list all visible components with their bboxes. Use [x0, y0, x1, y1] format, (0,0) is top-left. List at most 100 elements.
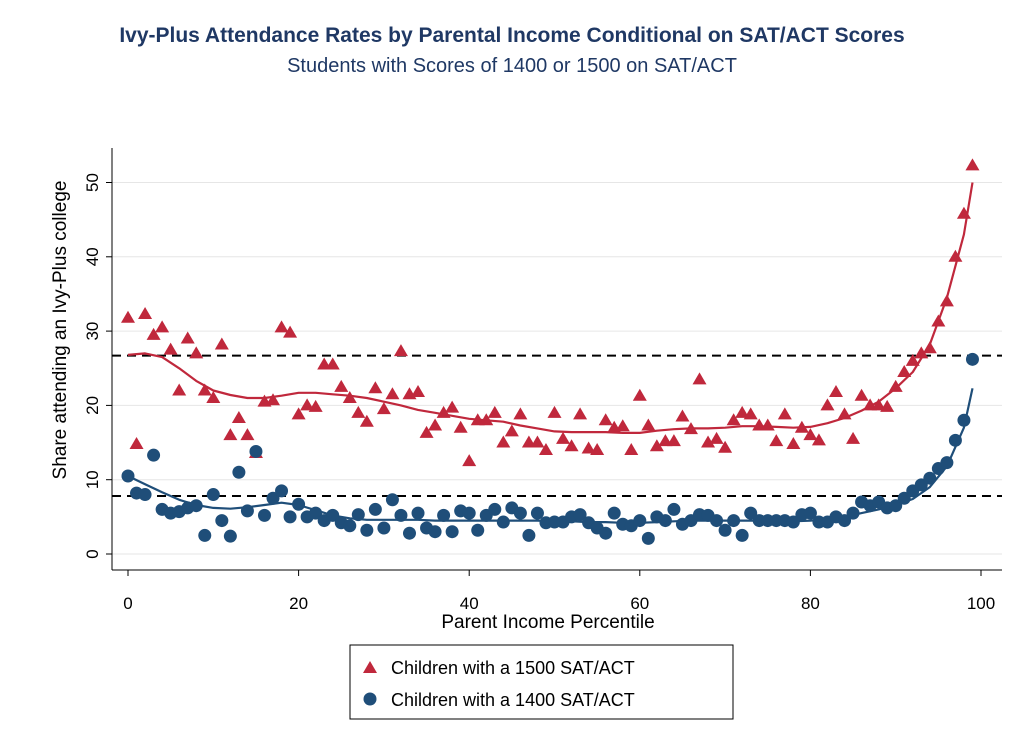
point-1400 [351, 508, 365, 522]
point-1500 [393, 344, 408, 357]
point-1500 [649, 439, 664, 452]
reference-lines [112, 354, 1002, 498]
point-1500 [615, 419, 630, 432]
point-1400 [402, 526, 416, 540]
x-ticks: 0 20 40 60 80 100 [123, 570, 995, 613]
point-1400 [138, 488, 152, 502]
point-1400 [513, 506, 527, 520]
point-1500 [453, 420, 468, 433]
point-1500 [496, 435, 511, 448]
point-1500 [547, 405, 562, 418]
legend-label-1400: Children with a 1400 SAT/ACT [391, 690, 635, 710]
point-1500 [718, 440, 733, 453]
point-1400 [189, 499, 203, 513]
point-1500 [794, 420, 809, 433]
point-1500 [487, 405, 502, 418]
point-1400 [462, 506, 476, 520]
point-1500 [820, 398, 835, 411]
point-1500 [146, 327, 161, 340]
point-1500 [283, 325, 298, 338]
point-1500 [675, 409, 690, 422]
point-1500 [897, 364, 912, 377]
axes [111, 148, 1002, 571]
point-1500 [129, 437, 144, 450]
point-1500 [504, 424, 519, 437]
point-1500 [931, 314, 946, 327]
point-1500 [436, 405, 451, 418]
point-1500 [334, 379, 349, 392]
point-1500 [846, 431, 861, 444]
point-1500 [419, 425, 434, 438]
point-1500 [479, 413, 494, 426]
point-1500 [769, 434, 784, 447]
point-1400 [121, 469, 135, 483]
point-1400 [889, 499, 903, 513]
point-1500 [308, 399, 323, 412]
point-1400 [368, 502, 382, 516]
point-1500 [180, 331, 195, 344]
y-tick-label: 40 [83, 247, 102, 266]
point-1500 [743, 407, 758, 420]
point-1500 [172, 383, 187, 396]
point-1500 [922, 341, 937, 354]
legend-marker-1400 [363, 692, 377, 706]
point-1400 [411, 506, 425, 520]
point-1500 [701, 435, 716, 448]
point-1500 [683, 422, 698, 435]
legend-marker-1500 [363, 661, 377, 673]
point-1500 [956, 206, 971, 219]
point-1400 [607, 506, 621, 520]
point-1500 [291, 407, 306, 420]
point-1500 [948, 249, 963, 262]
point-1500 [760, 418, 775, 431]
point-1400 [496, 515, 510, 529]
x-tick-label: 60 [630, 594, 649, 613]
point-1400 [633, 514, 647, 528]
point-1400 [249, 444, 263, 458]
point-1400 [923, 471, 937, 485]
point-1400 [965, 352, 979, 366]
point-1400 [206, 488, 220, 502]
point-1500 [274, 320, 289, 333]
point-1500 [632, 388, 647, 401]
point-1500 [385, 387, 400, 400]
y-tick-label: 50 [83, 173, 102, 192]
point-1500 [573, 407, 588, 420]
point-1500 [121, 310, 135, 323]
point-1500 [880, 399, 895, 412]
point-1500 [368, 381, 383, 394]
point-1400 [292, 497, 306, 511]
legend-box [349, 644, 734, 720]
point-1500 [905, 353, 920, 366]
legend: Children with a 1500 SAT/ACT Children wi… [349, 644, 734, 720]
point-1400 [710, 514, 724, 528]
point-1500 [428, 418, 443, 431]
point-1500 [530, 435, 545, 448]
point-1400 [658, 514, 672, 528]
point-1400 [735, 528, 749, 542]
point-1400 [309, 506, 323, 520]
x-tick-label: 20 [289, 594, 308, 613]
point-1500 [155, 320, 170, 333]
point-1500 [351, 405, 366, 418]
point-1500 [189, 346, 204, 359]
fit-line-0 [127, 182, 974, 434]
point-1500 [709, 431, 724, 444]
y-tick-label: 10 [83, 470, 102, 489]
point-1400 [394, 508, 408, 522]
point-1500 [513, 407, 528, 420]
point-1400 [522, 528, 536, 542]
point-1500 [726, 413, 741, 426]
point-1500 [564, 439, 579, 452]
point-1500 [624, 442, 639, 455]
point-1500 [138, 307, 153, 320]
point-1500 [666, 434, 681, 447]
point-1400 [223, 529, 237, 543]
point-1400 [266, 491, 280, 505]
x-axis-label: Parent Income Percentile [441, 612, 654, 633]
point-1400 [488, 502, 502, 516]
y-axis-label: Share attending an Ivy-Plus college [50, 181, 71, 480]
point-1400 [667, 502, 681, 516]
x-tick-label: 100 [967, 594, 995, 613]
y-ticks: 0 10 20 30 40 50 [83, 173, 112, 559]
